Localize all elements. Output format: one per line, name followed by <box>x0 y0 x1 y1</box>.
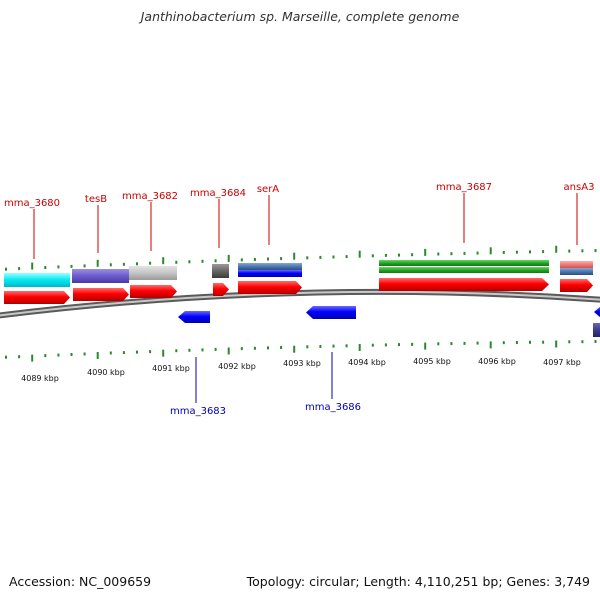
feature-bar[interactable] <box>560 261 593 268</box>
scale-label: 4089 kbp <box>21 374 59 383</box>
gene-arrow-forward[interactable] <box>73 288 129 301</box>
gene-label[interactable]: mma_3682 <box>122 191 178 202</box>
scale-label: 4097 kbp <box>543 358 581 367</box>
feature-bar[interactable] <box>379 260 549 266</box>
genome-summary-text: Topology: circular; Length: 4,110,251 bp… <box>246 574 590 589</box>
gene-arrow-forward[interactable] <box>379 278 549 291</box>
gene-label[interactable]: serA <box>257 184 279 195</box>
gene-label[interactable]: mma_3683 <box>170 406 226 417</box>
gene-label[interactable]: mma_3680 <box>4 198 60 209</box>
label-leaders-bottom <box>195 352 333 403</box>
gene-labels-top: mma_3680 tesB mma_3682 mma_3684 serA mma… <box>4 182 594 209</box>
scale-labels: 4089 kbp 4090 kbp 4091 kbp 4092 kbp 4093… <box>21 357 581 383</box>
feature-bar[interactable] <box>129 266 177 280</box>
scale-label: 4096 kbp <box>478 357 516 366</box>
genome-backbone-highlight <box>0 290 600 317</box>
gene-arrow-forward[interactable] <box>213 283 229 296</box>
feature-bar[interactable] <box>379 267 549 273</box>
gene-arrow-forward[interactable] <box>130 285 177 298</box>
gene-label[interactable]: tesB <box>85 194 107 205</box>
reverse-strand-genes <box>178 306 600 337</box>
scale-label: 4090 kbp <box>87 368 125 377</box>
scale-label: 4094 kbp <box>348 358 386 367</box>
gene-arrow-forward[interactable] <box>238 281 302 294</box>
gene-arrow-forward[interactable] <box>560 279 593 292</box>
feature-bar[interactable] <box>238 270 302 277</box>
feature-bar[interactable] <box>560 268 593 275</box>
feature-bar[interactable] <box>212 264 229 278</box>
gene-arrow-reverse[interactable] <box>306 306 356 319</box>
gene-label[interactable]: mma_3687 <box>436 182 492 193</box>
feature-bar[interactable] <box>72 269 129 283</box>
gene-arrow-forward[interactable] <box>4 291 70 304</box>
upper-tick-row <box>5 245 597 271</box>
gene-arrow-reverse[interactable] <box>594 306 600 318</box>
scale-label: 4093 kbp <box>283 359 321 368</box>
label-leaders-top <box>33 193 578 259</box>
lower-tick-row <box>5 340 597 362</box>
scale-label: 4092 kbp <box>218 362 256 371</box>
forward-strand-genes <box>4 278 593 304</box>
feature-bar[interactable] <box>238 263 302 270</box>
feature-bar[interactable] <box>4 273 70 287</box>
accession-text: Accession: NC_009659 <box>9 574 152 589</box>
feature-track <box>4 260 593 287</box>
gene-label[interactable]: mma_3686 <box>305 402 361 413</box>
scale-label: 4095 kbp <box>413 357 451 366</box>
gene-arrow-reverse[interactable] <box>178 311 210 323</box>
feature-bar[interactable] <box>593 323 600 337</box>
gene-labels-bottom: mma_3683 mma_3686 <box>170 402 361 417</box>
scale-label: 4091 kbp <box>152 364 190 373</box>
gene-label[interactable]: mma_3684 <box>190 188 246 199</box>
gene-label[interactable]: ansA3 <box>564 182 595 193</box>
map-title: Janthinobacterium sp. Marseille, complet… <box>140 9 460 24</box>
